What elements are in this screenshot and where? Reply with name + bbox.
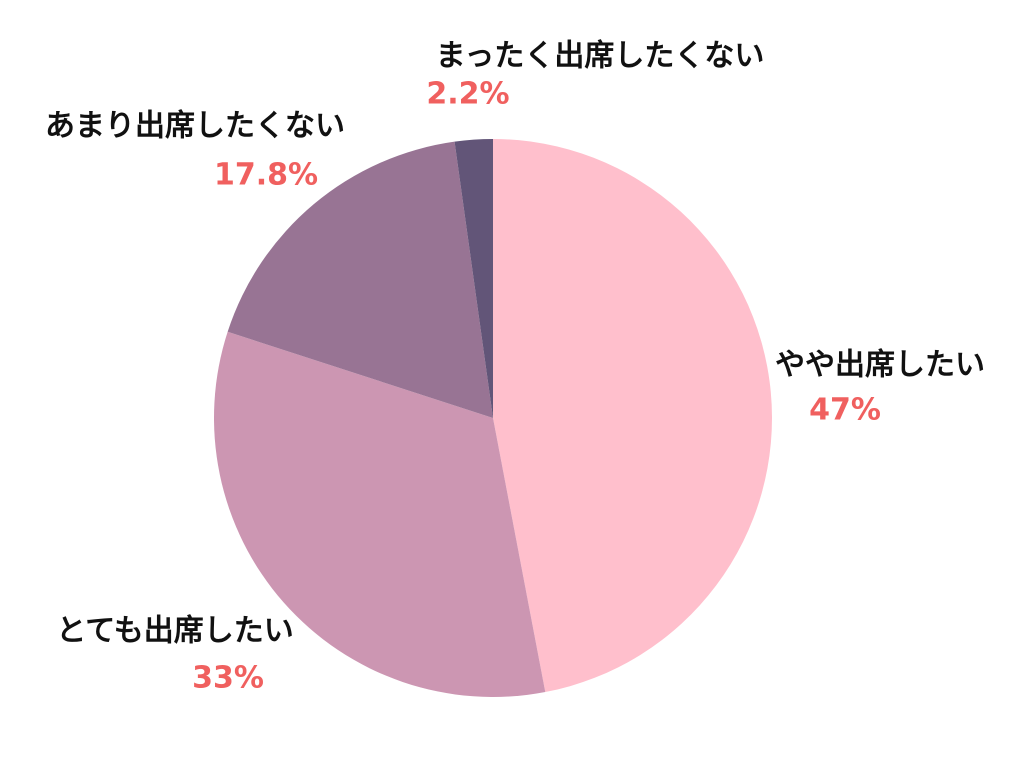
value-label: 47% xyxy=(809,393,881,428)
slice-label: まったく出席したくない xyxy=(436,39,765,74)
slice-label: やや出席したい xyxy=(775,348,985,383)
pie-slice xyxy=(227,141,494,418)
slice-label: とても出席したい xyxy=(56,614,294,649)
pie-slice xyxy=(214,331,546,697)
value-label: 17.8% xyxy=(214,158,318,193)
value-label: 33% xyxy=(192,661,264,696)
pie-slice xyxy=(454,139,493,418)
pie-slice xyxy=(493,139,772,693)
value-label: 2.2% xyxy=(426,77,509,112)
slice-label: あまり出席したくない xyxy=(45,109,345,144)
